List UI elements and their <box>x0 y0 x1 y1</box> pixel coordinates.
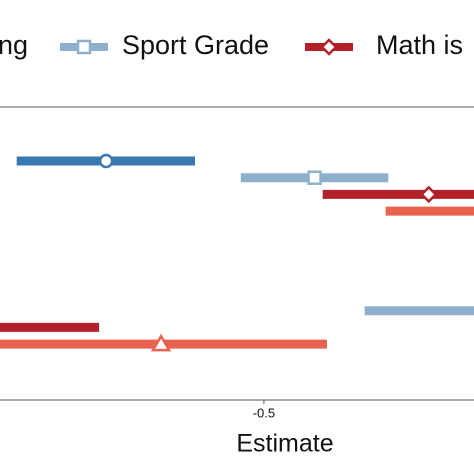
x-tick-label: -0.5 <box>253 405 275 420</box>
marker <box>0 324 4 331</box>
marker <box>419 185 438 204</box>
legend-label: ng <box>0 30 28 60</box>
marker <box>307 170 322 185</box>
legend-marker <box>320 38 338 56</box>
legend-marker <box>76 39 92 55</box>
marker <box>150 333 172 352</box>
x-axis-label: Estimate <box>236 430 333 458</box>
marker <box>98 153 114 169</box>
legend-label: Sport Grade <box>122 30 269 60</box>
legend-label: Math is <box>376 30 463 60</box>
plot-area <box>0 153 474 352</box>
